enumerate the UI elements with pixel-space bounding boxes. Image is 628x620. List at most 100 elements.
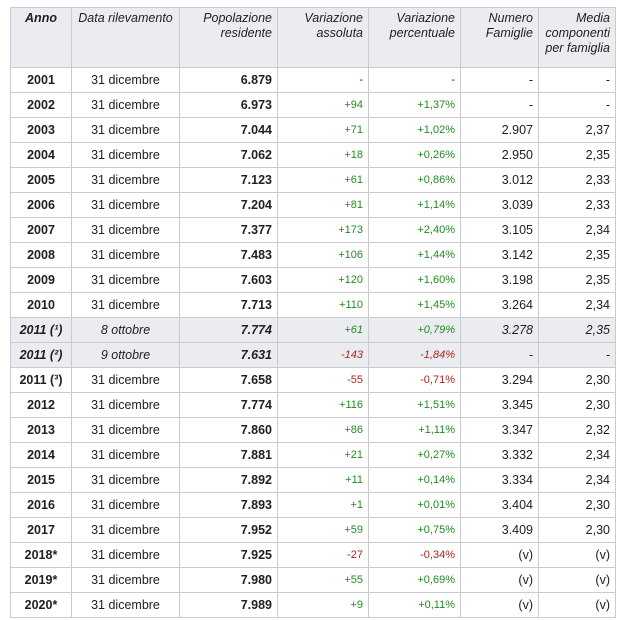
cell-numero-famiglie: (v): [460, 592, 539, 618]
cell-variazione-assoluta: -: [277, 67, 369, 93]
cell-data-rilevamento: 31 dicembre: [71, 542, 180, 568]
cell-data-rilevamento: 31 dicembre: [71, 567, 180, 593]
cell-popolazione: 7.774: [179, 317, 278, 343]
cell-variazione-assoluta: +59: [277, 517, 369, 543]
table-row: 2004 31 dicembre 7.062 +18 +0,26% 2.950 2,35: [10, 142, 616, 168]
cell-numero-famiglie: 2.907: [460, 117, 539, 143]
table-row: 2008 31 dicembre 7.483 +106 +1,44% 3.142 2,35: [10, 242, 616, 268]
cell-numero-famiglie: 3.345: [460, 392, 539, 418]
cell-media-componenti: 2,34: [538, 217, 616, 243]
cell-variazione-percentuale: +1,11%: [368, 417, 461, 443]
header-variazione-assoluta: Variazione assoluta: [277, 7, 369, 68]
cell-data-rilevamento: 31 dicembre: [71, 67, 180, 93]
cell-numero-famiglie: 3.404: [460, 492, 539, 518]
cell-popolazione: 7.713: [179, 292, 278, 318]
cell-media-componenti: (v): [538, 592, 616, 618]
header-data-rilevamento: Data rilevamento: [71, 7, 180, 68]
cell-variazione-percentuale: +1,02%: [368, 117, 461, 143]
cell-popolazione: 6.879: [179, 67, 278, 93]
cell-media-componenti: 2,34: [538, 467, 616, 493]
cell-numero-famiglie: -: [460, 67, 539, 93]
cell-anno: 2012: [10, 392, 72, 418]
header-variazione-percentuale: Variazione percentuale: [368, 7, 461, 68]
cell-popolazione: 7.062: [179, 142, 278, 168]
cell-variazione-assoluta: +94: [277, 92, 369, 118]
cell-numero-famiglie: 3.294: [460, 367, 539, 393]
cell-data-rilevamento: 31 dicembre: [71, 267, 180, 293]
cell-numero-famiglie: 3.142: [460, 242, 539, 268]
cell-data-rilevamento: 31 dicembre: [71, 392, 180, 418]
cell-anno: 2011 (¹): [10, 317, 72, 343]
cell-data-rilevamento: 31 dicembre: [71, 92, 180, 118]
cell-data-rilevamento: 31 dicembre: [71, 117, 180, 143]
cell-media-componenti: 2,34: [538, 442, 616, 468]
cell-variazione-assoluta: +18: [277, 142, 369, 168]
cell-popolazione: 7.044: [179, 117, 278, 143]
cell-anno: 2014: [10, 442, 72, 468]
cell-variazione-assoluta: +71: [277, 117, 369, 143]
cell-variazione-percentuale: -0,34%: [368, 542, 461, 568]
table-row: 2016 31 dicembre 7.893 +1 +0,01% 3.404 2,30: [10, 492, 616, 518]
cell-variazione-assoluta: -143: [277, 342, 369, 368]
table-row: 2001 31 dicembre 6.879- - - -: [10, 67, 616, 93]
table-row: 2011 (³) 31 dicembre 7.658 -55 -0,71% 3.294 2,…: [10, 367, 616, 393]
cell-variazione-percentuale: +1,37%: [368, 92, 461, 118]
cell-anno: 2016: [10, 492, 72, 518]
cell-variazione-assoluta: +86: [277, 417, 369, 443]
cell-popolazione: 7.774: [179, 392, 278, 418]
table-row: 2017 31 dicembre 7.952 +59 +0,75% 3.409 2,30: [10, 517, 616, 543]
cell-numero-famiglie: 3.039: [460, 192, 539, 218]
cell-variazione-percentuale: -1,84%: [368, 342, 461, 368]
cell-numero-famiglie: (v): [460, 542, 539, 568]
cell-variazione-percentuale: +1,45%: [368, 292, 461, 318]
cell-variazione-assoluta: +106: [277, 242, 369, 268]
cell-data-rilevamento: 31 dicembre: [71, 367, 180, 393]
cell-anno: 2020*: [10, 592, 72, 618]
cell-popolazione: 7.893: [179, 492, 278, 518]
cell-numero-famiglie: -: [460, 342, 539, 368]
cell-anno: 2011 (²): [10, 342, 72, 368]
cell-anno: 2019*: [10, 567, 72, 593]
cell-popolazione: 7.860: [179, 417, 278, 443]
cell-variazione-assoluta: -27: [277, 542, 369, 568]
cell-anno: 2017: [10, 517, 72, 543]
cell-anno: 2018*: [10, 542, 72, 568]
cell-variazione-assoluta: +11: [277, 467, 369, 493]
cell-data-rilevamento: 31 dicembre: [71, 467, 180, 493]
cell-anno: 2015: [10, 467, 72, 493]
cell-variazione-percentuale: +1,44%: [368, 242, 461, 268]
cell-variazione-assoluta: +61: [277, 167, 369, 193]
cell-data-rilevamento: 31 dicembre: [71, 417, 180, 443]
cell-media-componenti: 2,30: [538, 492, 616, 518]
table-row: 2010 31 dicembre 7.713 +110 +1,45% 3.264 2,34: [10, 292, 616, 318]
cell-anno: 2008: [10, 242, 72, 268]
cell-data-rilevamento: 31 dicembre: [71, 517, 180, 543]
cell-popolazione: 7.925: [179, 542, 278, 568]
cell-variazione-percentuale: +0,69%: [368, 567, 461, 593]
cell-popolazione: 6.973: [179, 92, 278, 118]
cell-anno: 2013: [10, 417, 72, 443]
cell-media-componenti: 2,33: [538, 167, 616, 193]
cell-variazione-assoluta: -55: [277, 367, 369, 393]
cell-numero-famiglie: 3.198: [460, 267, 539, 293]
cell-variazione-percentuale: +1,60%: [368, 267, 461, 293]
cell-popolazione: 7.881: [179, 442, 278, 468]
table-row: 2007 31 dicembre 7.377 +173 +2,40% 3.105 2,34: [10, 217, 616, 243]
cell-media-componenti: 2,35: [538, 242, 616, 268]
cell-variazione-assoluta: +120: [277, 267, 369, 293]
cell-media-componenti: 2,35: [538, 267, 616, 293]
cell-anno: 2003: [10, 117, 72, 143]
cell-media-componenti: 2,30: [538, 367, 616, 393]
table-row: 2005 31 dicembre 7.123 +61 +0,86% 3.012 2,33: [10, 167, 616, 193]
table-row: 2015 31 dicembre 7.892 +11 +0,14% 3.334 2,34: [10, 467, 616, 493]
cell-media-componenti: -: [538, 342, 616, 368]
cell-data-rilevamento: 31 dicembre: [71, 292, 180, 318]
cell-variazione-percentuale: +0,01%: [368, 492, 461, 518]
cell-media-componenti: -: [538, 67, 616, 93]
cell-anno: 2002: [10, 92, 72, 118]
cell-variazione-assoluta: +110: [277, 292, 369, 318]
cell-anno: 2007: [10, 217, 72, 243]
cell-numero-famiglie: 3.264: [460, 292, 539, 318]
cell-variazione-percentuale: +0,86%: [368, 167, 461, 193]
cell-numero-famiglie: (v): [460, 567, 539, 593]
